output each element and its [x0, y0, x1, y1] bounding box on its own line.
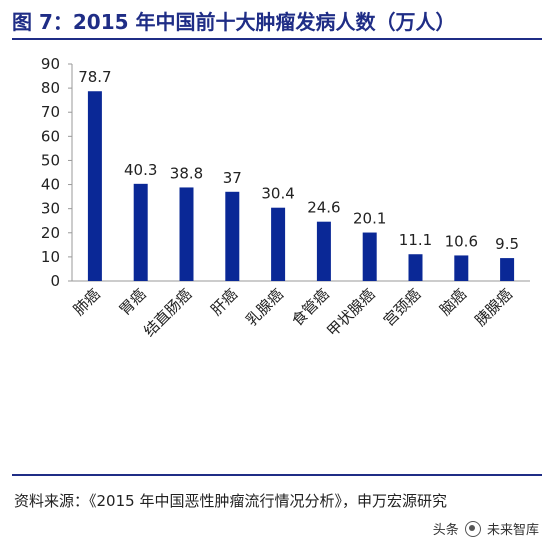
bar-chart: 0 10 20 30 40 50 60 70 80 90 78.7 肺癌 40.3 胃癌 38.8 结直肠癌 3…: [41, 55, 530, 340]
x-category-label: 乳腺癌: [242, 285, 287, 330]
x-category-label: 结直肠癌: [140, 285, 195, 340]
bar: [179, 187, 194, 281]
x-category-label: 肝癌: [207, 285, 241, 319]
y-tick-label: 70: [41, 103, 60, 121]
bar: [271, 207, 286, 281]
watermark-brand: 未来智库: [486, 523, 539, 538]
y-tick-label: 90: [41, 55, 60, 73]
bar-value-label: 20.1: [353, 210, 386, 228]
chart-title: 图 7：2015 年中国前十大肿瘤发病人数（万人）: [12, 10, 456, 34]
bar-value-label: 40.3: [124, 161, 157, 179]
title-divider: [12, 38, 542, 40]
bar: [500, 258, 515, 281]
bar-value-label: 38.8: [170, 164, 203, 182]
bar-value-label: 10.6: [445, 232, 478, 250]
bar: [133, 183, 148, 281]
y-tick-label: 40: [41, 176, 60, 194]
bar-value-label: 11.1: [399, 231, 432, 249]
x-category-label: 肺癌: [70, 285, 104, 319]
bar: [316, 221, 331, 281]
y-tick-label: 20: [41, 224, 60, 242]
y-tick-label: 0: [50, 272, 60, 290]
camera-icon: [464, 521, 481, 537]
bar-value-label: 30.4: [261, 185, 294, 203]
y-tick-label: 60: [41, 127, 60, 145]
y-tick-label: 80: [41, 79, 60, 97]
bar-value-label: 24.6: [307, 199, 340, 217]
bar: [454, 255, 469, 281]
x-category-label: 甲状腺癌: [323, 285, 378, 340]
x-category-label: 宫颈癌: [380, 285, 425, 330]
bar: [362, 232, 377, 281]
x-category-label: 食管癌: [288, 285, 333, 330]
bar-value-label: 9.5: [495, 235, 519, 253]
bar-value-label: 78.7: [78, 68, 111, 86]
bar-value-label: 37: [223, 169, 242, 187]
bar: [408, 254, 423, 281]
x-category-label: 胰腺癌: [471, 285, 516, 330]
y-tick-label: 30: [41, 200, 60, 218]
x-category-label: 胃癌: [116, 285, 150, 319]
watermark-prefix: 头条: [432, 523, 459, 538]
bar: [225, 191, 240, 281]
bar: [87, 91, 102, 281]
source-note: 资料来源：《2015 年中国恶性肿瘤流行情况分析》，申万宏源研究: [14, 492, 447, 510]
source-divider: [12, 474, 542, 476]
y-tick-label: 10: [41, 248, 60, 266]
y-tick-label: 50: [41, 151, 60, 169]
x-category-label: 脑癌: [436, 285, 470, 319]
watermark: 头条 未来智库: [433, 519, 539, 538]
